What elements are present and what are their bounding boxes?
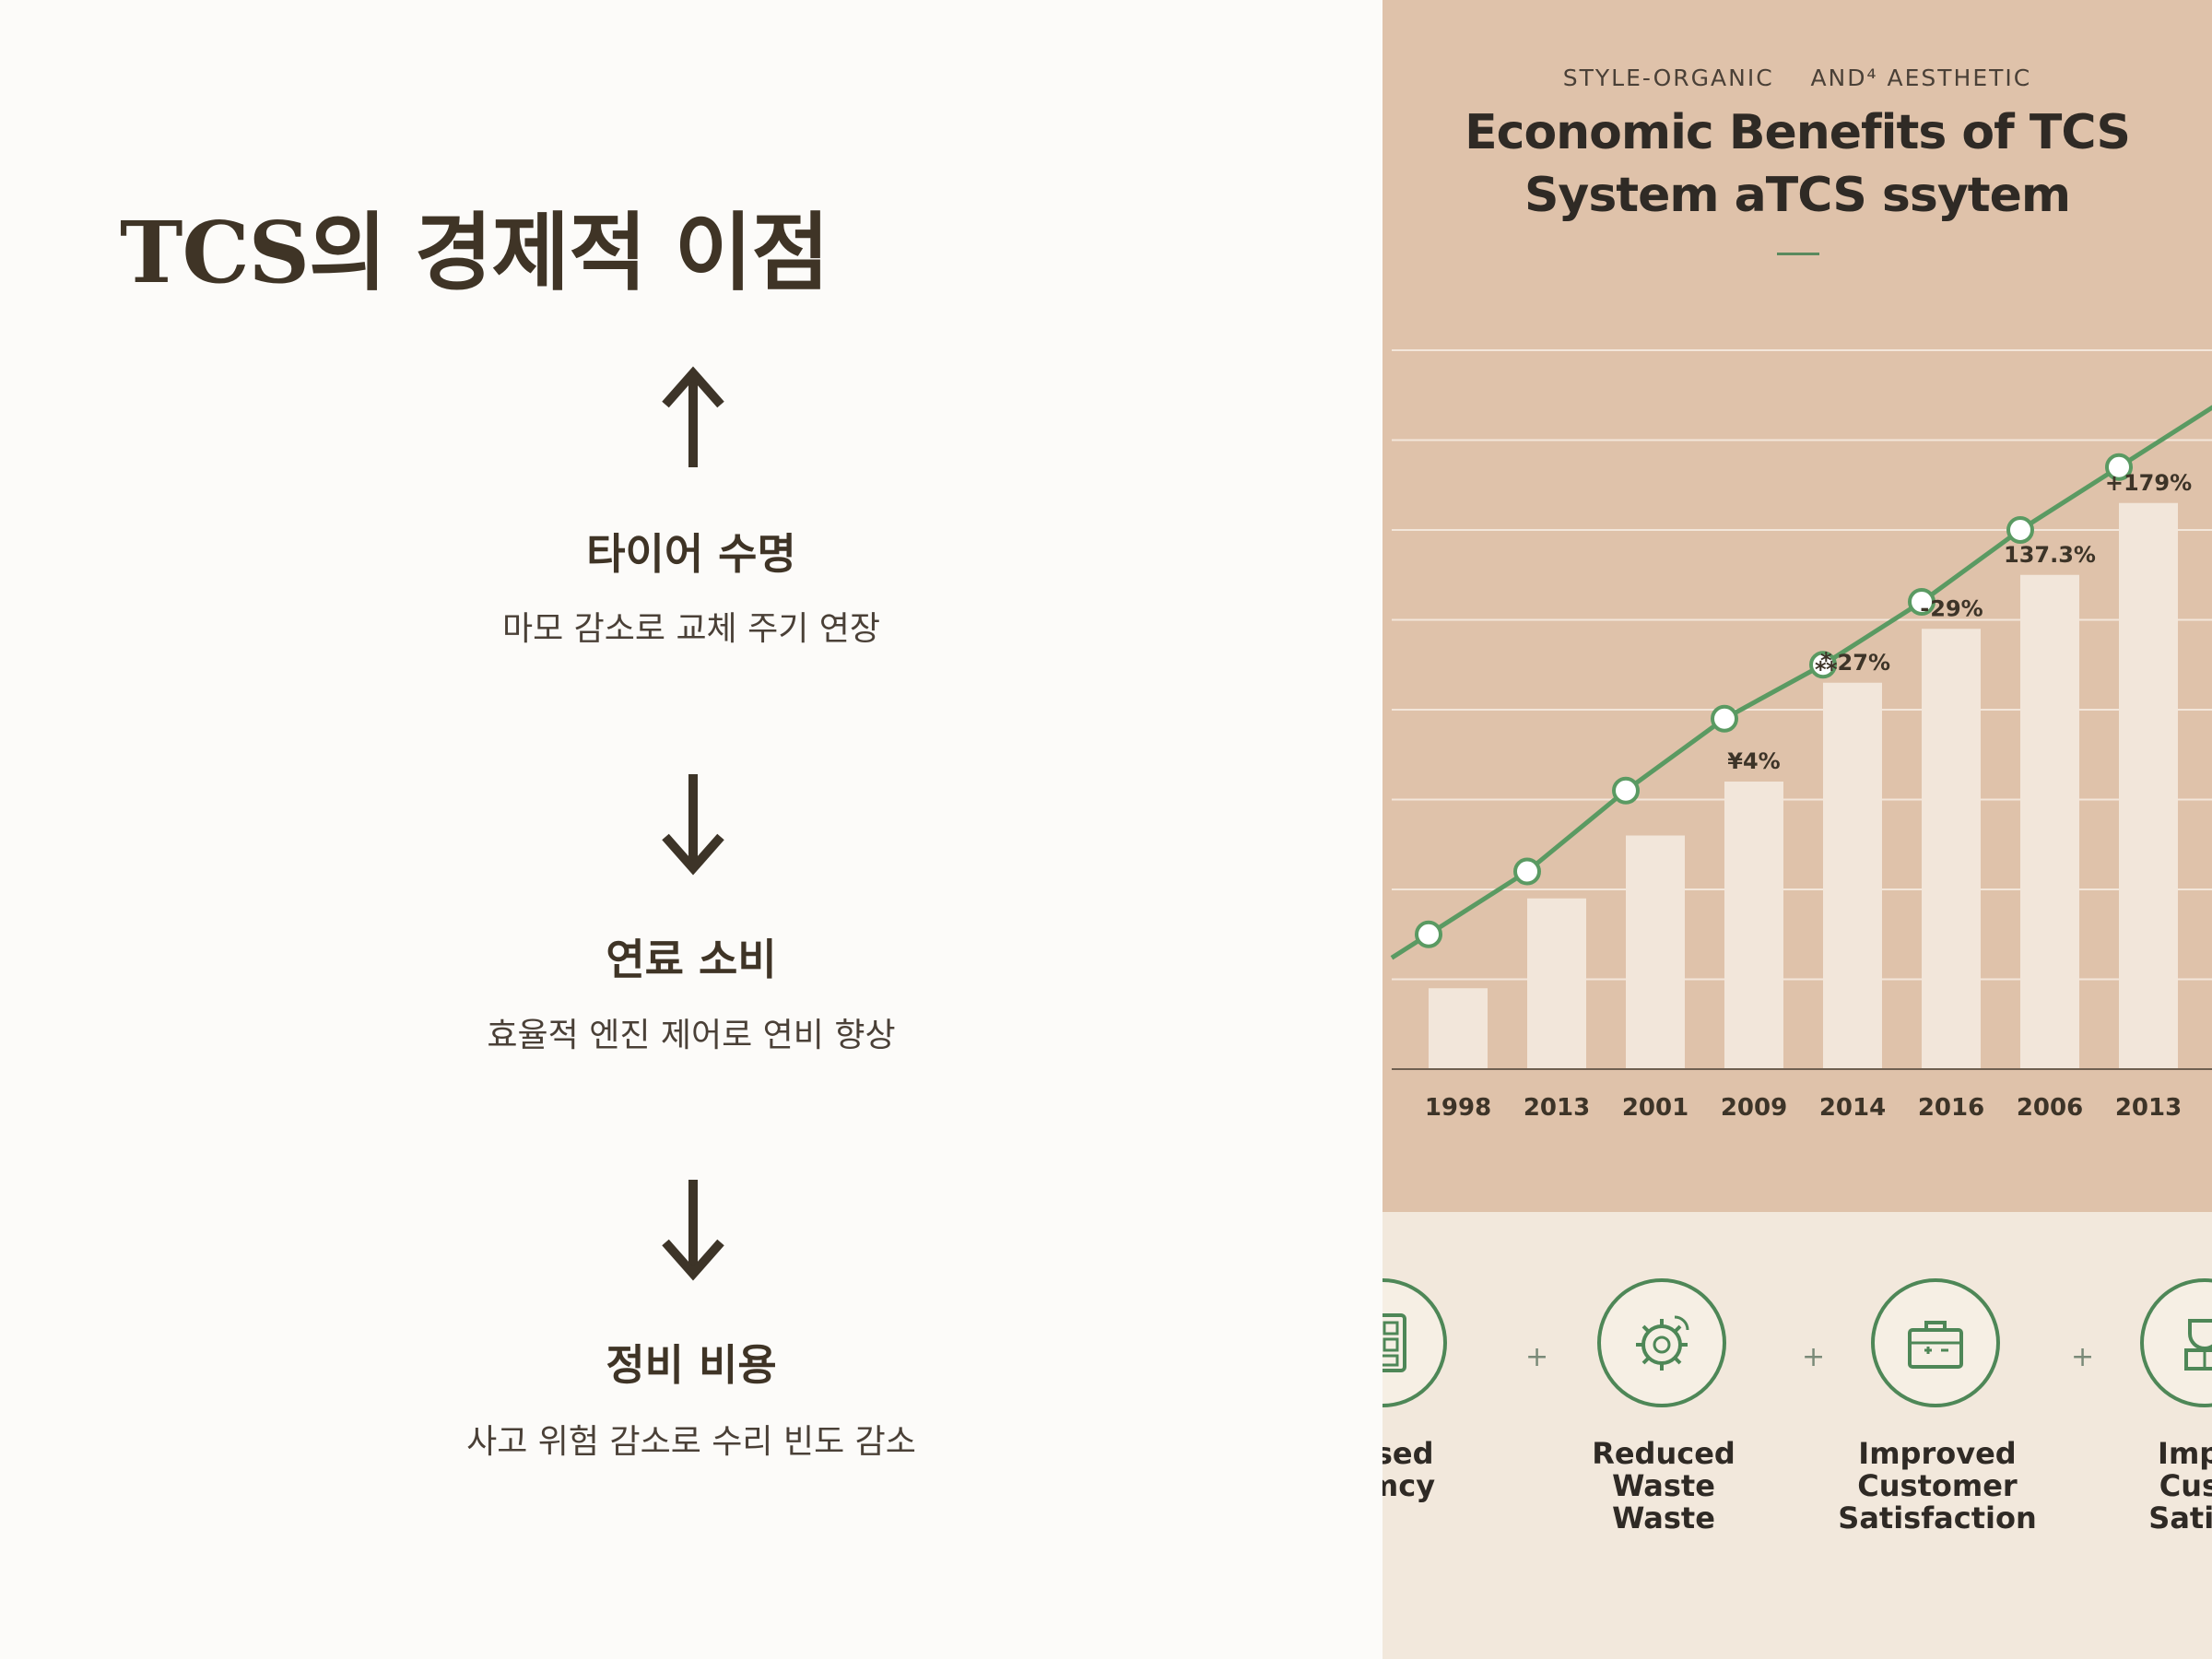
- calculator-icon: [1382, 1278, 1447, 1407]
- bar: [1626, 835, 1685, 1069]
- benefit-description-maintenance: 사고 위험 감소로 수리 빈도 감소: [466, 1423, 916, 1461]
- bar: [1527, 898, 1586, 1069]
- trend-point: [1809, 651, 1837, 679]
- data-label: +179%: [2105, 470, 2192, 496]
- plus-separator: +: [1802, 1341, 1826, 1373]
- plus-separator: +: [1525, 1341, 1549, 1373]
- gear-cycle-icon: [1597, 1278, 1726, 1407]
- trend-point: [1415, 920, 1442, 948]
- chart-panel: STYLE-ORGANIC AND⁴ AESTHETIC Economic Be…: [1382, 0, 2212, 1212]
- icon-label: eased temcy: [1382, 1436, 1436, 1503]
- bar: [1724, 782, 1783, 1069]
- chart-title-line-1: Economic Benefits of TCS: [1465, 105, 2131, 160]
- trend-point: [1513, 857, 1541, 886]
- bar: [2020, 574, 2079, 1069]
- benefit-description-tire-life: 마모 감소로 교체 주기 연장: [501, 610, 881, 648]
- chart-title-line-2: System aTCS ssytem: [1524, 168, 2071, 223]
- x-tick-label: 2006: [2017, 1094, 2083, 1122]
- plus-separator: +: [2071, 1341, 2095, 1373]
- x-tick-label: 2013: [1524, 1094, 1590, 1122]
- trophy-icon: [2140, 1278, 2212, 1407]
- x-tick-label: 2013: [2115, 1094, 2182, 1122]
- x-tick-label: 2016: [1918, 1094, 1984, 1122]
- benefit-title-tire-life: 타이어 수명: [586, 529, 796, 579]
- bar: [1429, 988, 1488, 1069]
- slide-left-panel: TCS의 경제적 이점 타이어 수명 마모 감소로 교체 주기 연장 연료 소비…: [120, 203, 916, 1461]
- data-label: ⁃29%: [1919, 595, 1983, 621]
- x-tick-label: 1998: [1425, 1094, 1491, 1122]
- benefit-description-fuel: 효율적 엔진 제어로 연비 향상: [487, 1017, 896, 1054]
- trend-point: [2105, 453, 2133, 481]
- infographic-image: STYLE-ORGANIC AND⁴ AESTHETIC Economic Be…: [1382, 0, 2212, 1659]
- data-label: ⁂27%: [1815, 650, 1890, 676]
- trend-point: [1908, 588, 1936, 616]
- bar: [1922, 629, 1981, 1069]
- trend-point: [2006, 516, 2034, 544]
- trend-point: [1612, 776, 1640, 805]
- x-tick-label: 2014: [1819, 1094, 1886, 1122]
- data-label: 137.3%: [2004, 542, 2096, 568]
- trend-line: [1390, 405, 2212, 960]
- chart-title: Economic Benefits of TCS System aTCS ssy…: [1382, 101, 2212, 227]
- slide-title: TCS의 경제적 이점: [120, 203, 830, 302]
- icon-label: Impro Custo Satisfa: [2148, 1436, 2212, 1535]
- benefit-title-maintenance: 정비 비용: [606, 1340, 777, 1390]
- style-tag: STYLE-ORGANIC AND⁴ AESTHETIC: [1562, 65, 2032, 91]
- data-label: ¥4%: [1727, 748, 1780, 774]
- title-divider: [1777, 253, 1819, 255]
- bar-line-chart: 1998 2013 2001 2009 2014 2016 2006 2013 ¥4% ⁂27% ⁃…: [1390, 349, 2212, 1122]
- icon-row: eased temcy + Reduced Waste Waste +: [1382, 1212, 2212, 1659]
- benefit-title-fuel: 연료 소비: [606, 935, 777, 984]
- toolbox-icon: [1871, 1278, 2000, 1407]
- trend-point: [1711, 704, 1738, 733]
- x-tick-label: 2009: [1721, 1094, 1787, 1122]
- icon-label: Reduced Waste Waste: [1592, 1436, 1735, 1535]
- x-tick-label: 2001: [1622, 1094, 1688, 1122]
- bar: [2119, 502, 2178, 1069]
- bar: [1823, 682, 1882, 1069]
- icon-label: Improved Customer Satisfaction: [1838, 1436, 2037, 1535]
